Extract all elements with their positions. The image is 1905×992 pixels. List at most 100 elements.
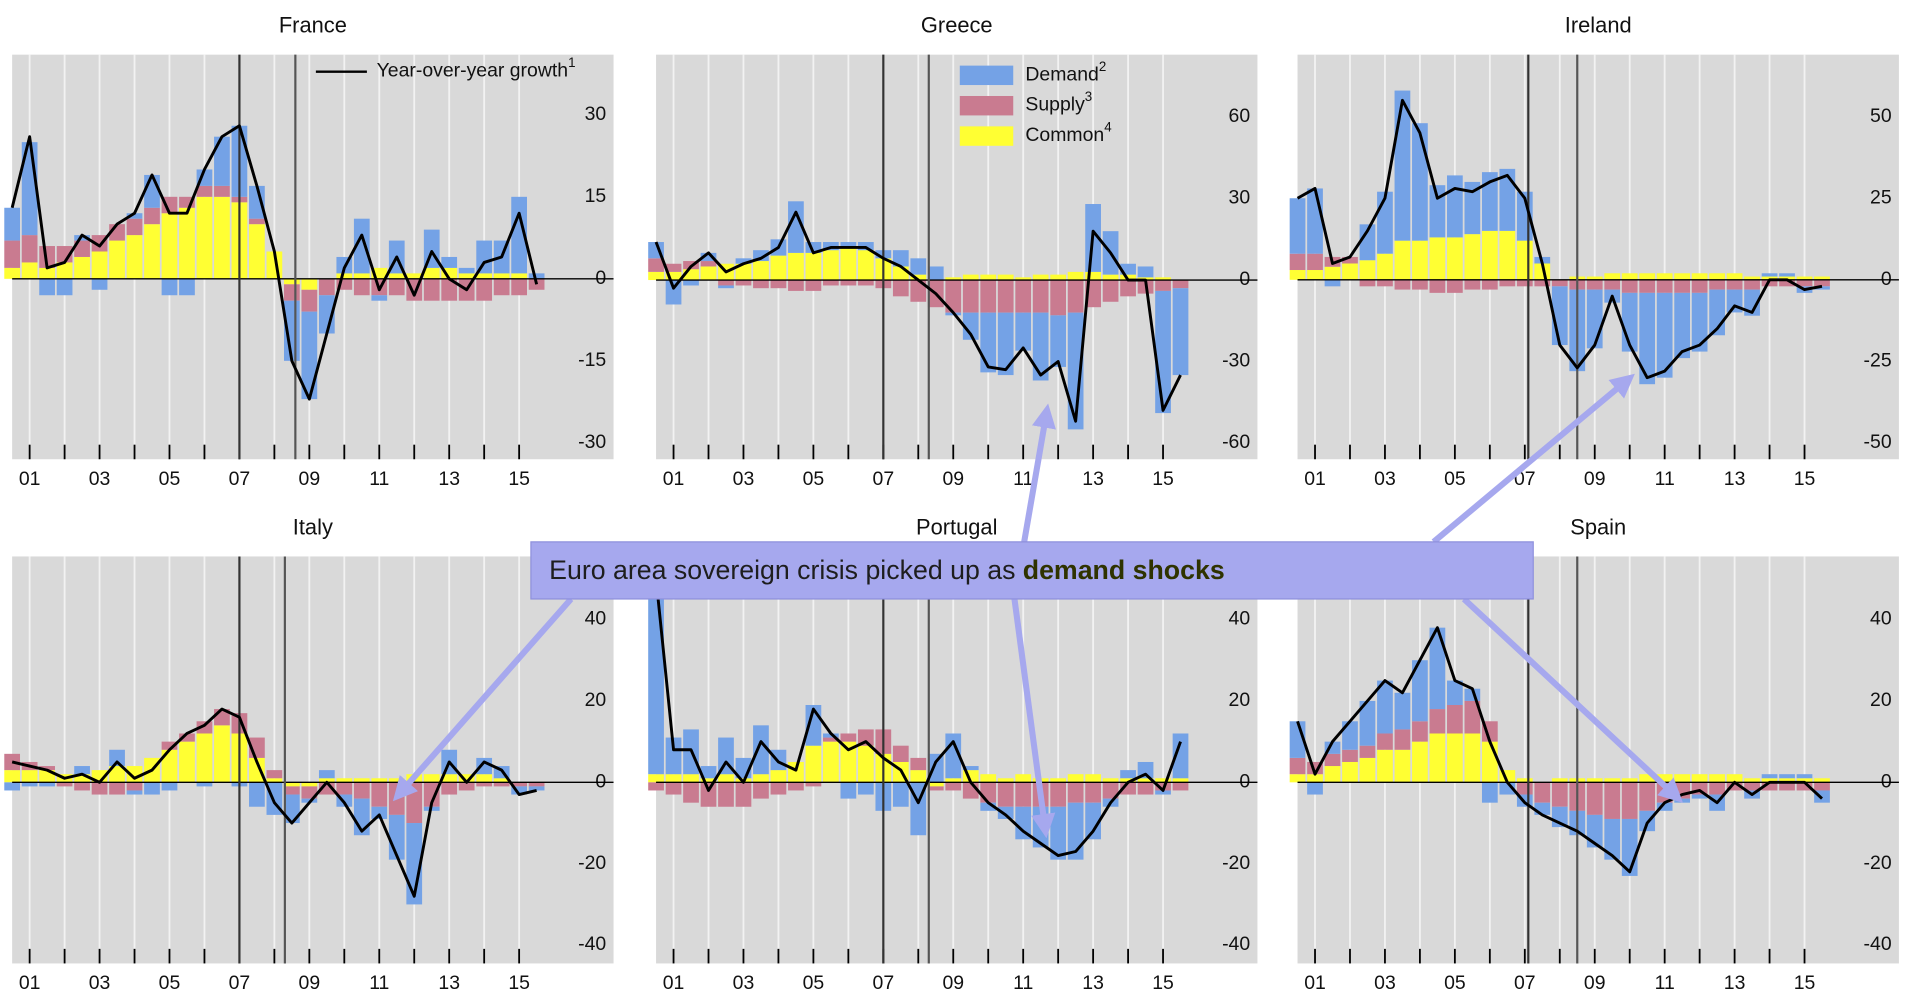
legend-footnote: 2 xyxy=(1099,58,1106,73)
bar-segment xyxy=(109,240,125,279)
bar-segment xyxy=(1656,279,1673,293)
bar-segment xyxy=(1394,279,1411,290)
y-tick-label: -30 xyxy=(578,431,606,453)
bar-segment xyxy=(266,778,283,783)
bar-segment xyxy=(1639,782,1656,811)
bar-segment xyxy=(927,786,944,791)
bar-segment xyxy=(840,280,857,286)
bar-segment xyxy=(683,782,699,803)
bar-segment xyxy=(1481,279,1498,290)
bar-segment xyxy=(4,240,21,268)
bar-segment xyxy=(648,271,664,281)
bar-segment xyxy=(1377,279,1393,287)
bar-segment xyxy=(1586,778,1603,783)
bar-segment xyxy=(648,774,664,783)
bar-segment xyxy=(1155,790,1171,795)
x-tick-label: 07 xyxy=(873,972,895,992)
bar-segment xyxy=(1412,741,1428,783)
bar-segment xyxy=(1289,270,1306,280)
chart-title: France xyxy=(279,13,347,38)
bar-segment xyxy=(21,262,38,279)
bar-segment xyxy=(997,280,1014,313)
bar-segment xyxy=(388,273,405,279)
bar-segment xyxy=(528,782,545,787)
bar-segment xyxy=(857,782,874,795)
x-tick-label: 07 xyxy=(1514,972,1536,992)
x-tick-label: 03 xyxy=(89,972,111,992)
bar-segment xyxy=(1412,240,1428,280)
bar-segment xyxy=(249,224,265,279)
legend-footnote: 4 xyxy=(1104,119,1112,134)
bar-segment xyxy=(1726,774,1743,783)
x-tick-label: 05 xyxy=(803,972,825,992)
bar-segment xyxy=(39,766,55,771)
x-tick-label: 15 xyxy=(508,468,530,490)
bar-segment xyxy=(1779,273,1795,277)
bar-segment xyxy=(74,774,90,783)
legend-label: Supply3 xyxy=(1025,89,1092,116)
bar-segment xyxy=(683,280,699,286)
bar-segment xyxy=(1761,774,1778,779)
bar-segment xyxy=(249,782,265,807)
bar-segment xyxy=(1447,279,1463,293)
y-tick-label: 25 xyxy=(1870,186,1892,208)
bar-segment xyxy=(74,256,90,279)
bar-segment xyxy=(371,295,388,301)
bar-segment xyxy=(1289,774,1306,783)
bar-segment xyxy=(1172,280,1189,289)
chart-title: Portugal xyxy=(916,514,997,539)
bar-segment xyxy=(318,278,335,296)
bar-segment xyxy=(283,278,300,285)
bar-segment xyxy=(458,782,475,791)
bar-segment xyxy=(1429,237,1446,280)
bar-segment xyxy=(753,280,769,289)
bar-segment xyxy=(353,218,370,274)
bar-segment xyxy=(1779,778,1795,783)
bar-segment xyxy=(665,271,682,281)
bar-segment xyxy=(1067,271,1084,281)
y-tick-label: 60 xyxy=(1229,105,1251,127)
bar-segment xyxy=(371,806,388,819)
bar-segment xyxy=(700,782,717,807)
bar-segment xyxy=(753,250,769,262)
bar-segment xyxy=(700,766,717,779)
bar-segment xyxy=(1464,234,1481,280)
bar-segment xyxy=(718,774,734,783)
legend-name: Year-over-year growth xyxy=(377,60,568,82)
x-tick-label: 11 xyxy=(1655,468,1675,490)
bar-segment xyxy=(980,782,997,803)
x-tick-label: 07 xyxy=(229,468,251,490)
bar-segment xyxy=(1814,279,1830,287)
bar-segment xyxy=(39,782,55,787)
bar-segment xyxy=(371,778,388,783)
bar-segment xyxy=(1032,312,1049,381)
x-tick-label: 05 xyxy=(159,972,181,992)
bar-segment xyxy=(1604,279,1621,290)
bar-segment xyxy=(441,782,458,795)
bar-segment xyxy=(423,278,440,301)
bar-segment xyxy=(1691,794,1708,799)
bar-segment xyxy=(161,782,178,791)
bar-segment xyxy=(39,278,55,296)
bar-segment xyxy=(823,741,839,783)
bar-segment xyxy=(1429,709,1446,734)
bar-segment xyxy=(997,806,1014,819)
bar-segment xyxy=(735,263,752,281)
bar-segment xyxy=(91,278,108,290)
bar-segment xyxy=(353,782,370,799)
bar-segment xyxy=(109,749,125,767)
bar-segment xyxy=(1674,798,1691,803)
bar-segment xyxy=(4,782,21,791)
bar-segment xyxy=(301,289,318,312)
bar-segment xyxy=(1307,782,1323,795)
bar-segment xyxy=(665,737,682,775)
bar-segment xyxy=(1067,280,1084,313)
bar-segment xyxy=(1709,273,1725,280)
x-tick-label: 13 xyxy=(1724,468,1746,490)
y-tick-label: 0 xyxy=(595,770,606,792)
bar-segment xyxy=(144,224,160,279)
bar-segment xyxy=(91,251,108,279)
bar-segment xyxy=(1050,778,1067,783)
x-tick-label: 01 xyxy=(19,972,41,992)
bar-segment xyxy=(997,274,1014,281)
